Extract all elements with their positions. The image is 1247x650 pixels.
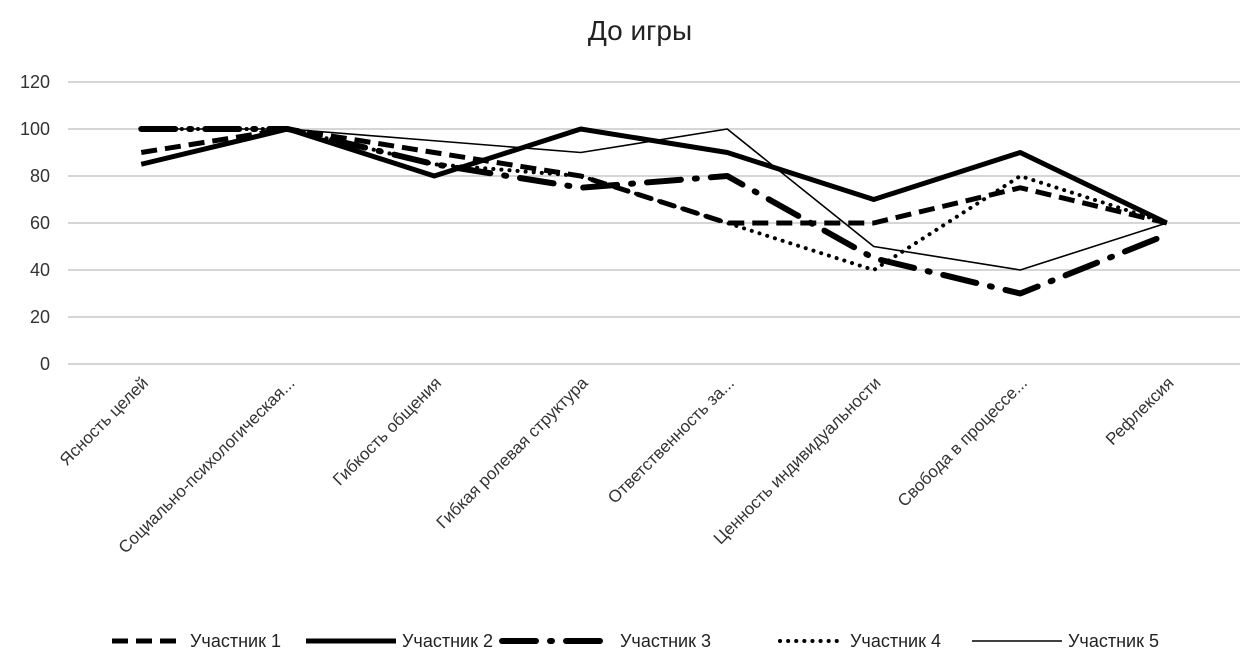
- legend-label: Участник 1: [190, 631, 281, 650]
- series-line: [140, 126, 1168, 226]
- legend-label: Участник 4: [850, 631, 941, 650]
- x-category-label: Социально-психологическая...: [115, 373, 299, 557]
- x-category-label: Рефлексия: [1102, 373, 1178, 449]
- y-tick-label: 60: [30, 213, 50, 233]
- x-category-label: Гибкая ролевая структура: [433, 373, 592, 532]
- y-tick-label: 120: [20, 72, 50, 92]
- y-axis-ticks: 0 20 40 60 80 100 120: [20, 72, 50, 374]
- x-axis-category-labels: Ясность целейСоциально-психологическая..…: [56, 373, 1178, 557]
- legend-label: Участник 3: [620, 631, 711, 650]
- x-category-label: Ясность целей: [56, 373, 152, 469]
- legend: Участник 1 Участник 2 Участник 3 Участник 4…: [112, 631, 1159, 650]
- x-category-label: Ответственность за...: [604, 373, 738, 507]
- y-tick-label: 100: [20, 119, 50, 139]
- series-line: [140, 126, 1168, 226]
- chart-title: До игры: [588, 15, 692, 46]
- y-tick-label: 20: [30, 307, 50, 327]
- x-category-label: Гибкость общения: [329, 373, 445, 489]
- x-category-label: Ценность индивидуальности: [710, 373, 885, 548]
- y-tick-label: 40: [30, 260, 50, 280]
- series-line: [139, 127, 1169, 272]
- legend-label: Участник 2: [402, 631, 493, 650]
- y-tick-label: 80: [30, 166, 50, 186]
- series-line: [141, 128, 1167, 271]
- series-lines: [138, 126, 1170, 297]
- series-line: [138, 126, 1170, 297]
- x-category-label: Свобода в процессе...: [894, 373, 1031, 510]
- y-tick-label: 0: [40, 354, 50, 374]
- legend-label: Участник 5: [1068, 631, 1159, 650]
- gridlines: [68, 81, 1240, 365]
